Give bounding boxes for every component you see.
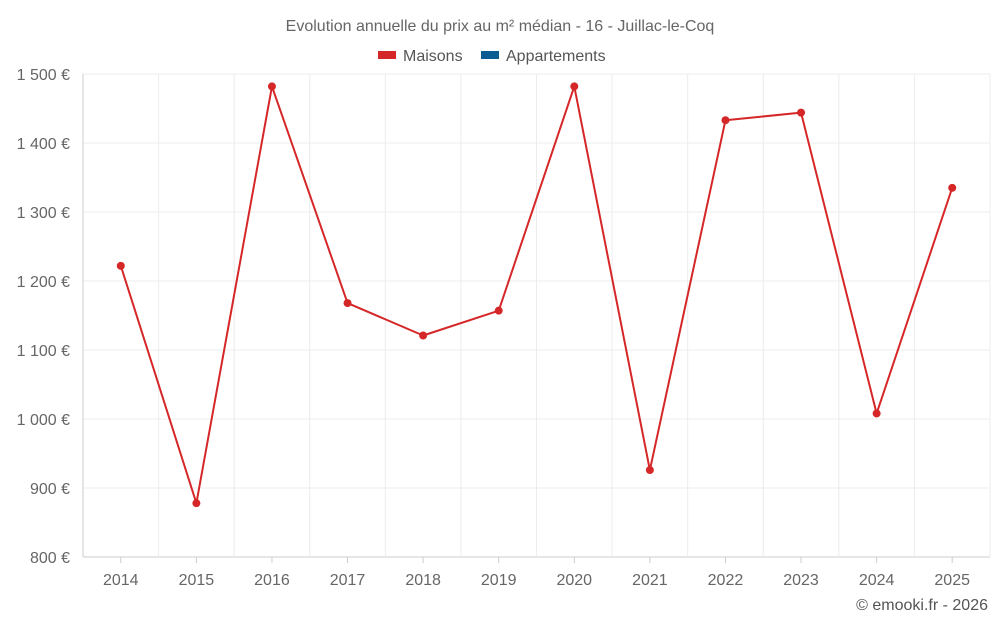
data-point-2014[interactable] <box>116 261 125 270</box>
y-tick-label-3: 1 100 € <box>17 343 70 360</box>
data-point-2023[interactable] <box>797 108 806 117</box>
data-point-2018[interactable] <box>419 331 428 340</box>
x-tick-label-5: 2019 <box>481 572 517 589</box>
data-point-2025[interactable] <box>948 183 957 192</box>
data-point-2022[interactable] <box>721 116 730 125</box>
y-tick-label-0: 800 € <box>30 550 70 567</box>
data-point-2015[interactable] <box>192 499 201 508</box>
y-tick-label-1: 900 € <box>30 481 70 498</box>
x-tick-label-9: 2023 <box>783 572 819 589</box>
data-point-2017[interactable] <box>343 299 352 308</box>
legend-swatch-0[interactable] <box>378 51 396 59</box>
x-tick-label-3: 2017 <box>330 572 366 589</box>
grid <box>82 73 991 558</box>
x-tick-label-6: 2020 <box>556 572 592 589</box>
x-tick-label-4: 2018 <box>405 572 441 589</box>
x-tick-label-0: 2014 <box>103 572 139 589</box>
data-point-2024[interactable] <box>872 409 881 418</box>
x-tick-label-8: 2022 <box>708 572 744 589</box>
chart-title: Evolution annuelle du prix au m² médian … <box>286 18 715 35</box>
x-tick-label-10: 2024 <box>859 572 895 589</box>
x-tick-label-7: 2021 <box>632 572 668 589</box>
y-tick-label-7: 1 500 € <box>17 67 70 84</box>
x-tick-label-11: 2025 <box>934 572 970 589</box>
legend-label-0[interactable]: Maisons <box>403 48 463 65</box>
legend-swatch-1[interactable] <box>481 51 499 59</box>
y-tick-label-5: 1 300 € <box>17 205 70 222</box>
y-axis: 800 € 900 € 1 000 € 1 100 € 1 200 € 1 300 € 1 … <box>17 67 70 567</box>
x-tick-label-2: 2016 <box>254 572 290 589</box>
data-point-2016[interactable] <box>267 82 276 91</box>
data-point-2021[interactable] <box>645 466 654 475</box>
y-tick-label-4: 1 200 € <box>17 274 70 291</box>
legend-label-1[interactable]: Appartements <box>506 48 606 65</box>
data-point-2020[interactable] <box>570 82 579 91</box>
data-point-2019[interactable] <box>494 306 503 315</box>
y-tick-label-6: 1 400 € <box>17 136 70 153</box>
x-tick-label-1: 2015 <box>179 572 215 589</box>
series-layer <box>116 82 957 508</box>
y-tick-label-2: 1 000 € <box>17 412 70 429</box>
series-line-0 <box>119 85 954 505</box>
x-axis: 2014 2015 2016 2017 2018 2019 2020 2021 2022 2023… <box>103 557 970 589</box>
credit-text: © emooki.fr - 2026 <box>856 597 988 614</box>
legend: Maisons Appartements <box>378 48 606 65</box>
